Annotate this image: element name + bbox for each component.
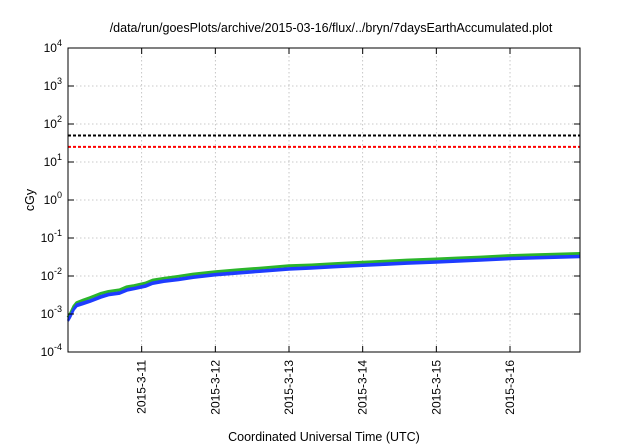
series-line (66, 252, 581, 319)
x-tick-label: 2015-3-12 (208, 360, 222, 415)
y-tick-label: 101 (44, 152, 62, 169)
x-axis-label: Coordinated Universal Time (UTC) (228, 430, 420, 444)
x-tick-label: 2015-3-16 (503, 360, 517, 415)
y-tick-label: 100 (44, 190, 62, 207)
y-tick-label: 104 (44, 38, 62, 55)
data-series (66, 252, 581, 322)
y-tick-label: 10-4 (41, 342, 62, 359)
chart-title: /data/run/goesPlots/archive/2015-03-16/f… (110, 21, 553, 35)
y-tick-label: 10-3 (41, 304, 62, 321)
x-tick-label: 2015-3-11 (135, 360, 149, 414)
y-tick-label: 10-1 (41, 228, 62, 245)
gridlines (68, 48, 580, 352)
series-line (67, 256, 581, 322)
y-axis-ticks: 10-4 10-3 10-2 10-1 100 101 102 103 104 (41, 38, 580, 359)
y-axis-label: cGy (23, 188, 37, 211)
series-line (67, 254, 581, 321)
x-axis-ticks: 2015-3-11 2015-3-12 2015-3-13 2015-3-14 2015… (135, 48, 517, 415)
y-tick-label: 102 (44, 114, 62, 131)
x-tick-label: 2015-3-15 (429, 360, 443, 415)
x-tick-label: 2015-3-14 (356, 360, 370, 415)
y-tick-label: 103 (44, 76, 62, 93)
y-tick-label: 10-2 (41, 266, 62, 283)
x-tick-label: 2015-3-13 (282, 360, 296, 415)
threshold-lines (68, 134, 580, 148)
